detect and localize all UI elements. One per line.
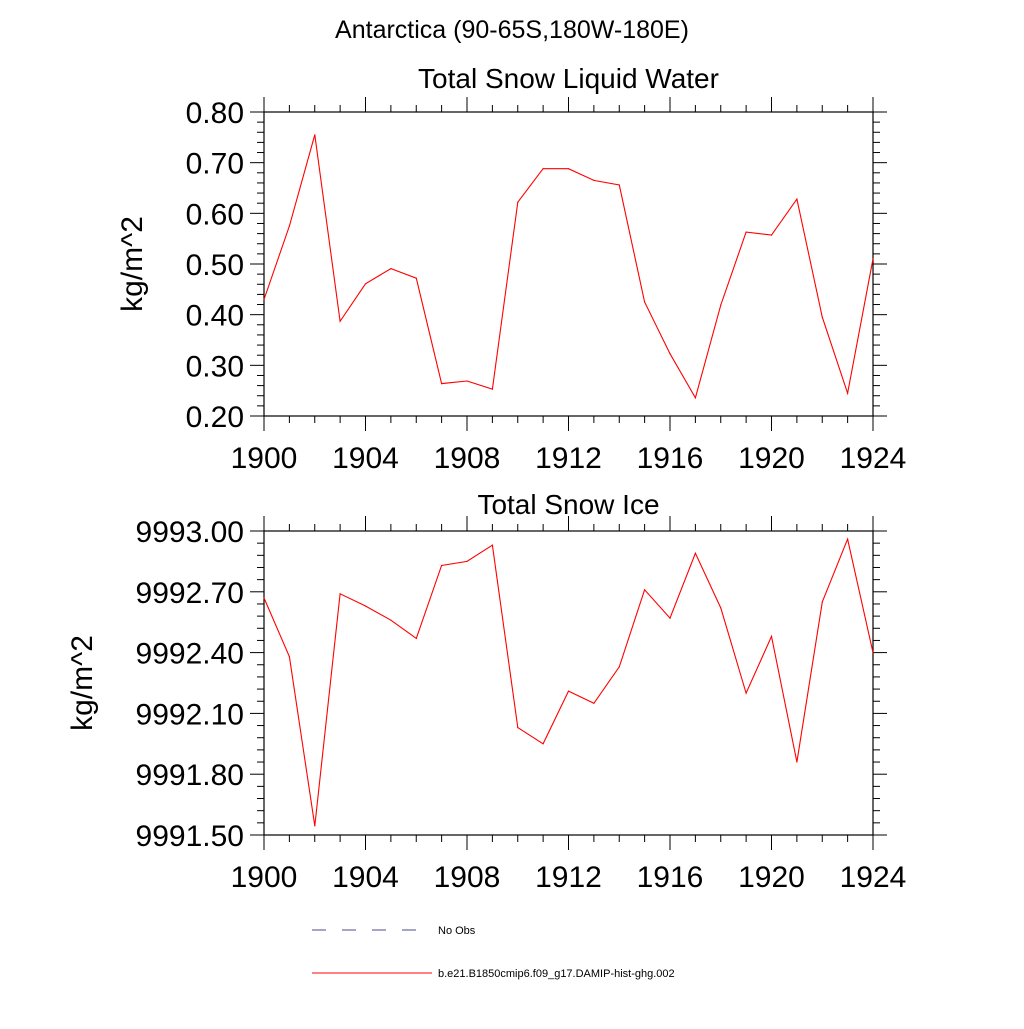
x-tick-label: 1904: [332, 442, 399, 475]
chart-panel-2: Total Snow Ice kg/m^2 1900 1904 1908 1912 1916…: [66, 489, 906, 894]
x-tick-label: 1920: [738, 861, 805, 894]
x-tick-label: 1924: [840, 861, 907, 894]
data-point: [821, 316, 823, 318]
y-axis-label: kg/m^2: [66, 635, 99, 731]
data-point: [694, 552, 697, 554]
data-point: [669, 617, 671, 619]
chart-title: Total Snow Ice: [477, 489, 659, 520]
y-tick-label: 9991.80: [136, 759, 244, 792]
data-point: [415, 637, 417, 640]
series-line: [263, 537, 874, 826]
data-point: [339, 320, 341, 322]
x-tick-label: 1904: [332, 861, 399, 894]
y-tick-label: 0.60: [186, 198, 244, 231]
x-tick-label: 1900: [231, 442, 298, 475]
x-tick-label: 1912: [535, 442, 602, 475]
x-tick-label: 1920: [738, 442, 805, 475]
chart-panel-1: Total Snow Liquid Water kg/m^2 1900 1904 190…: [116, 63, 906, 475]
data-point: [593, 179, 595, 181]
plot-frame: [263, 111, 874, 417]
data-point: [288, 656, 290, 658]
data-point: [288, 225, 290, 227]
y-tick-label: 0.70: [186, 148, 244, 181]
data-point: [517, 201, 519, 203]
data-point: [364, 605, 367, 607]
y-tick-label: 9993.00: [136, 516, 244, 549]
data-point: [314, 825, 316, 827]
data-point: [694, 397, 697, 399]
data-point: [491, 388, 493, 390]
x-tick-label: 1924: [840, 442, 907, 475]
chart-title: Total Snow Liquid Water: [418, 63, 719, 94]
data-point: [415, 277, 417, 279]
data-point: [770, 234, 773, 236]
series-line: [263, 134, 874, 400]
data-point: [644, 301, 646, 303]
data-point: [466, 380, 468, 382]
data-point: [491, 544, 493, 546]
x-tick-label: 1908: [434, 442, 501, 475]
data-point: [745, 692, 747, 694]
legend-label: b.e21.B1850cmip6.f09_g17.DAMIP-hist-ghg.…: [438, 968, 675, 980]
x-tick-label: 1908: [434, 861, 501, 894]
data-point: [720, 607, 722, 609]
y-tick-label: 0.40: [186, 300, 244, 333]
data-point: [796, 761, 798, 763]
figure-suptitle: Antarctica (90-65S,180W-180E): [335, 16, 689, 44]
data-point: [618, 184, 620, 186]
data-point: [847, 392, 849, 394]
data-point: [263, 298, 265, 301]
data-point: [872, 258, 874, 260]
y-tick-label: 0.20: [186, 401, 244, 434]
data-point: [390, 619, 392, 621]
data-point: [567, 690, 570, 692]
data-point: [441, 564, 443, 567]
y-tick-label: 9991.50: [136, 820, 244, 853]
data-point: [796, 198, 798, 200]
data-point: [314, 134, 316, 136]
data-point: [821, 601, 823, 603]
data-point: [466, 560, 468, 563]
plot-frame: [263, 530, 874, 836]
legend-label: No Obs: [438, 925, 476, 937]
x-tick-label: 1916: [637, 861, 704, 894]
legend: No Obs b.e21.B1850cmip6.f09_g17.DAMIP-his…: [312, 925, 675, 980]
data-point: [542, 743, 544, 745]
x-tick-label: 1916: [637, 442, 704, 475]
y-tick-label: 9992.40: [136, 638, 244, 671]
data-point: [720, 304, 722, 306]
data-point: [542, 168, 544, 170]
y-tick-label: 0.80: [186, 97, 244, 130]
y-tick-label: 9992.70: [136, 577, 244, 610]
data-point: [669, 353, 671, 355]
data-point: [872, 652, 874, 654]
data-point: [517, 727, 519, 729]
data-point: [567, 168, 570, 170]
data-point: [339, 593, 341, 595]
x-tick-label: 1900: [231, 861, 298, 894]
data-point: [618, 666, 620, 668]
data-point: [390, 268, 392, 270]
y-axis-label: kg/m^2: [116, 216, 149, 312]
x-tick-label: 1912: [535, 861, 602, 894]
data-point: [847, 538, 849, 540]
data-point: [364, 283, 367, 285]
data-point: [770, 635, 773, 638]
data-point: [593, 702, 595, 704]
data-point: [644, 589, 646, 591]
data-point: [441, 383, 443, 385]
y-tick-label: 0.50: [186, 249, 244, 282]
y-tick-label: 0.30: [186, 350, 244, 383]
data-point: [263, 597, 265, 599]
y-tick-label: 9992.10: [136, 698, 244, 731]
data-point: [745, 231, 747, 233]
